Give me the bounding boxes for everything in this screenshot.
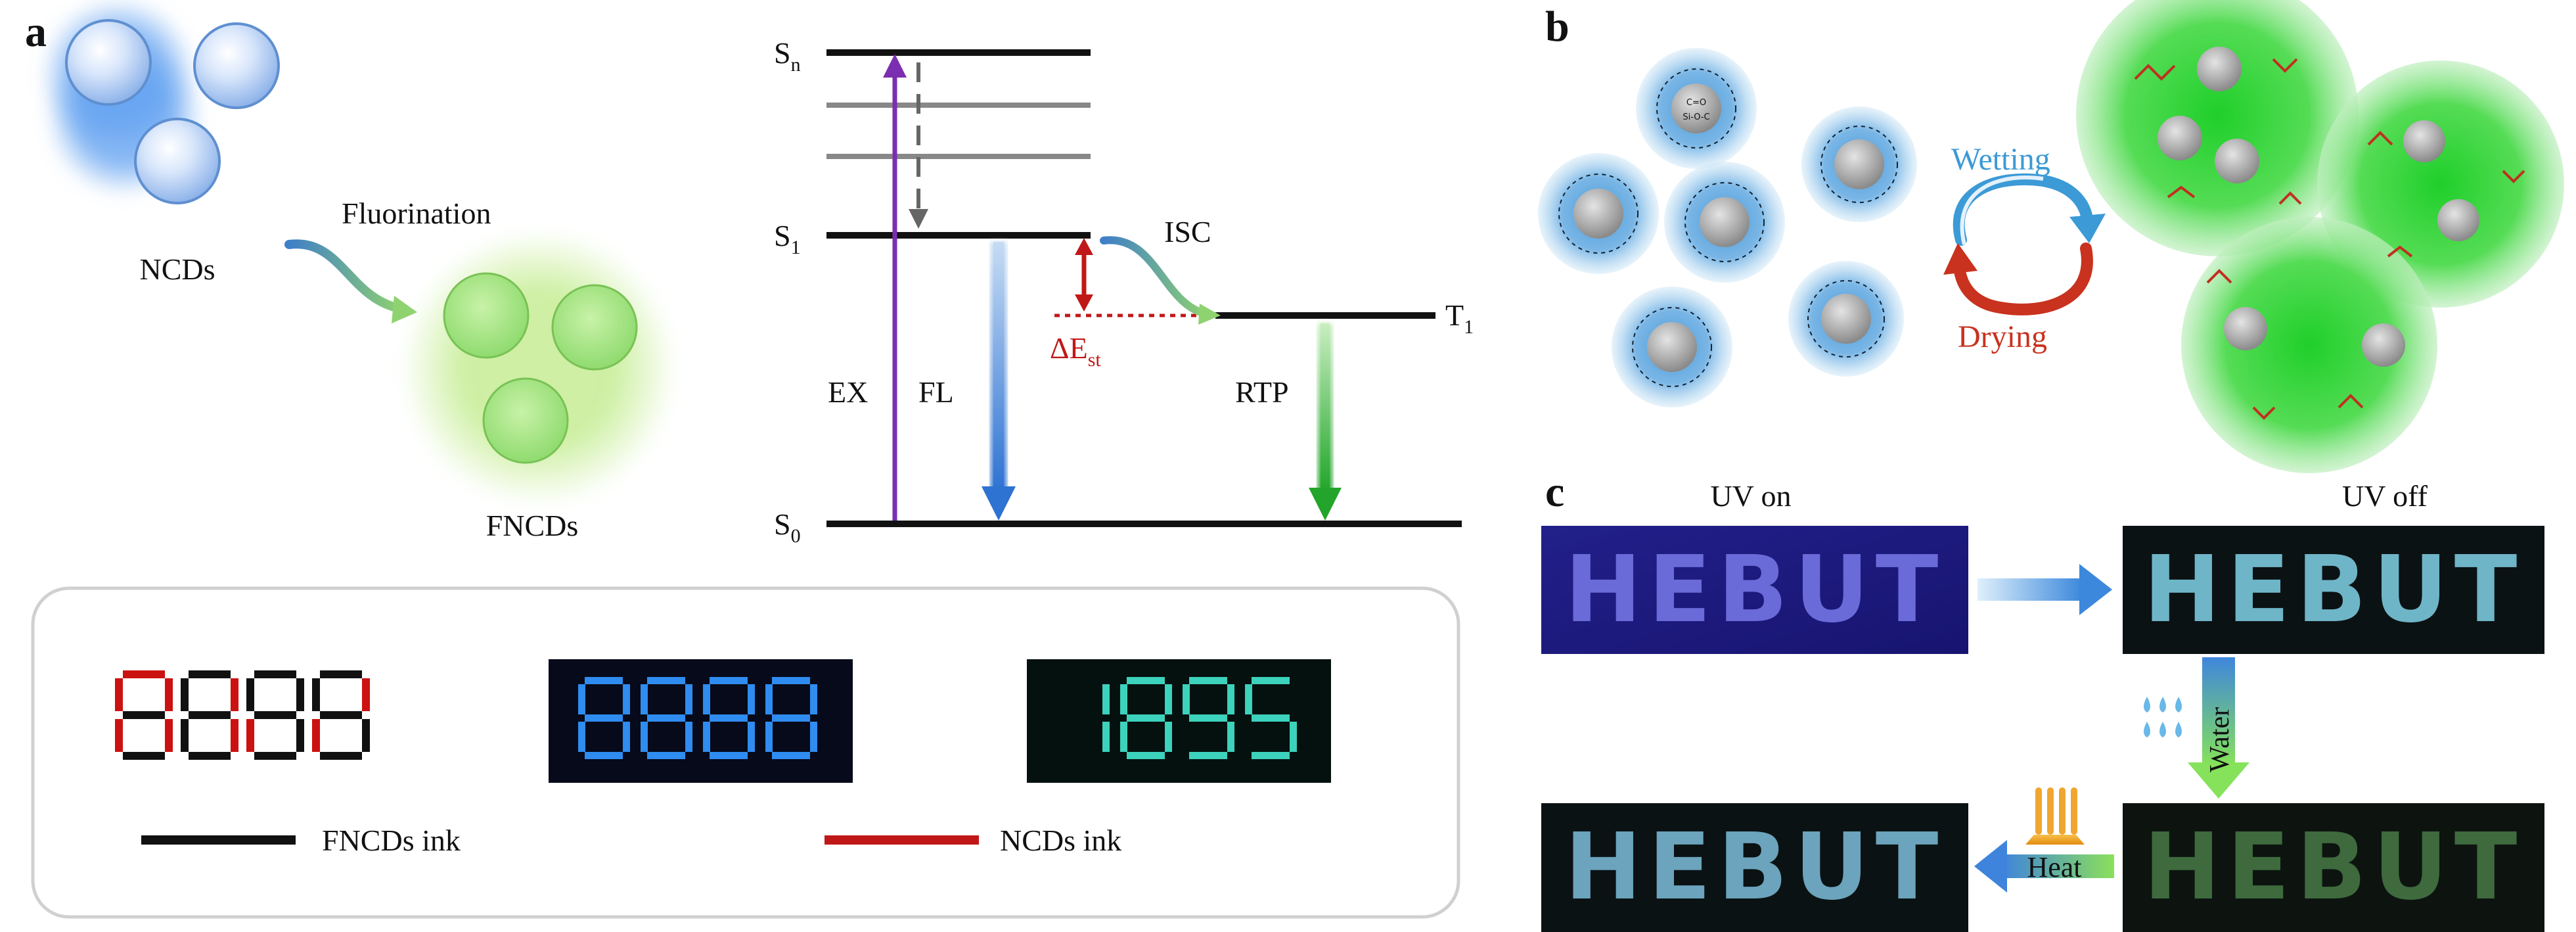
fl-label: FL <box>918 375 954 409</box>
ink-display-2: 8888 <box>549 659 853 783</box>
sn-label: Sn <box>774 36 801 76</box>
ncds-cluster <box>39 0 280 204</box>
ink-display-3: 1895 <box>1027 659 1331 783</box>
photo-heated: HEBUT <box>1541 803 1968 932</box>
s0-label: S0 <box>774 507 801 547</box>
fluorination-arrowhead <box>392 296 417 323</box>
wetting-drying-cycle: Wetting Drying <box>1943 142 2106 354</box>
hebut-text-2: HEBUT <box>2144 536 2524 643</box>
arrow-left-heat: Heat <box>1974 787 2114 893</box>
hebut-text-3: HEBUT <box>1565 814 1945 921</box>
ex-label: EX <box>828 375 868 409</box>
rtp-arrow-shaft <box>1321 323 1330 492</box>
legend-ncds-label: NCDs ink <box>1000 824 1121 857</box>
ex-arrowhead <box>883 54 907 78</box>
jablonski-diagram: Sn S1 S0 T1 EX FL ΔEst ISC RTP <box>774 36 1474 547</box>
core-label-2: Si-O-C <box>1683 112 1709 122</box>
ncds-label: NCDs <box>139 252 215 286</box>
fncds-label: FNCDs <box>486 509 579 542</box>
panel-label-b: b <box>1545 3 1570 51</box>
legend-fncds-label: FNCDs ink <box>322 824 461 857</box>
fncds-cluster <box>401 230 677 506</box>
hebut-text-4: HEBUT <box>2144 814 2524 921</box>
isc-arrow <box>1100 236 1211 318</box>
fncd-particles-wet <box>2076 0 2564 473</box>
isc-label: ISC <box>1164 215 1211 248</box>
s1-label: S1 <box>774 219 801 258</box>
rtp-arrowhead <box>1309 488 1342 521</box>
arrow-right <box>1977 564 2112 615</box>
ink-display-1-segments <box>115 670 370 760</box>
fl-arrow-shaft <box>993 242 1004 492</box>
photo-uv-on: HEBUT <box>1541 526 1968 654</box>
fl-arrowhead <box>982 486 1016 521</box>
core-label-1: C=O <box>1686 98 1706 108</box>
hebut-text-1: HEBUT <box>1565 536 1945 643</box>
uv-on-label: UV on <box>1710 479 1791 513</box>
rtp-label: RTP <box>1235 375 1289 409</box>
arrow-down-water: Water <box>2144 657 2249 799</box>
panel-label-a: a <box>25 8 47 56</box>
water-drops-icon <box>2144 697 2182 737</box>
panel-label-c: c <box>1545 468 1564 516</box>
water-label: Water <box>2205 707 2235 772</box>
t1-label: T1 <box>1445 298 1474 338</box>
fluorination-arrow <box>284 239 407 314</box>
uv-off-label: UV off <box>2342 479 2428 513</box>
ink-panel: 8888 8888 1 <box>31 586 1460 919</box>
relaxation-arrowhead <box>909 209 928 229</box>
delta-e-label: ΔEst <box>1050 331 1101 371</box>
photo-wet: HEBUT <box>2123 803 2544 932</box>
wetting-label: Wetting <box>1951 142 2050 177</box>
heater-icon <box>2025 787 2085 845</box>
fluorination-label: Fluorination <box>342 197 491 230</box>
drying-label: Drying <box>1958 319 2047 354</box>
heat-label: Heat <box>2027 851 2081 883</box>
photo-uv-off: HEBUT <box>2123 526 2544 654</box>
ncd-particles-dry: C=O Si-O-C <box>1538 48 1917 408</box>
